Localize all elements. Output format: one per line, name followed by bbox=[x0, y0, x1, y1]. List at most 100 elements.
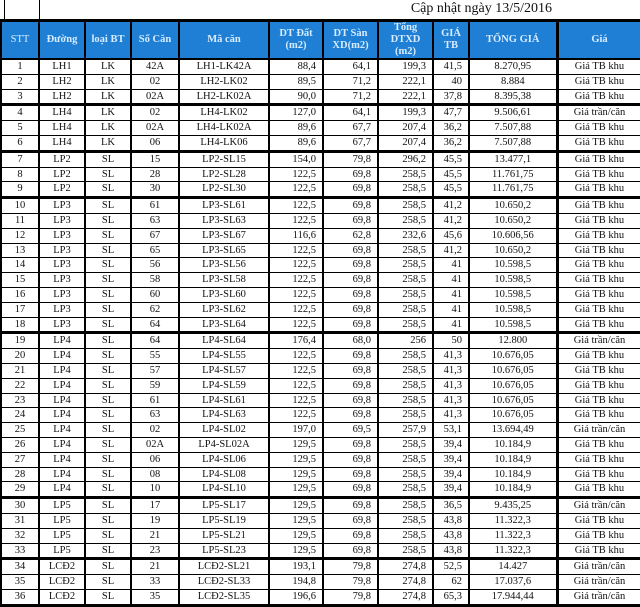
cell-loai-bt: SL bbox=[84, 181, 132, 199]
cell-gia-tb: 50 bbox=[432, 331, 470, 350]
cell-duong: LP3 bbox=[38, 242, 86, 259]
cell-gia: Giá TB khu bbox=[555, 272, 640, 288]
cell-gia: Giá TB khu bbox=[555, 542, 640, 560]
cell-dt-dat: 129,5 bbox=[268, 542, 324, 560]
cell-so-can: 02A bbox=[130, 120, 180, 136]
cell-ma-can: LP5-SL17 bbox=[178, 496, 270, 514]
cell-ma-can: LP3-SL64 bbox=[178, 316, 270, 334]
cell-so-can: 02 bbox=[130, 422, 180, 438]
cell-loai-bt: SL bbox=[84, 272, 132, 288]
cell-loai-bt: SL bbox=[84, 166, 132, 183]
cell-duong: LH4 bbox=[38, 103, 86, 122]
cell-so-can: 61 bbox=[130, 196, 180, 214]
cell-gia-tb: 36,2 bbox=[432, 134, 470, 152]
cell-dt-dat: 197,0 bbox=[268, 422, 324, 438]
cell-stt: 4 bbox=[0, 103, 40, 122]
column-header-tong-gia: TỔNG GIÁ bbox=[468, 19, 558, 60]
cell-gia-tb: 62 bbox=[432, 574, 470, 590]
cell-dt-san: 69,8 bbox=[322, 496, 379, 514]
cell-loai-bt: SL bbox=[84, 466, 132, 483]
cell-duong: LP3 bbox=[38, 212, 86, 229]
cell-so-can: 33 bbox=[130, 574, 180, 590]
cell-loai-bt: SL bbox=[84, 542, 132, 560]
cell-loai-bt: SL bbox=[84, 316, 132, 334]
cell-ma-can: LP4-SL57 bbox=[178, 362, 270, 379]
cell-stt: 32 bbox=[0, 527, 40, 544]
column-header-ma-can: Mã căn bbox=[178, 19, 270, 60]
cell-dt-dat: 88,4 bbox=[268, 58, 324, 75]
cell-ma-can: LP5-SL19 bbox=[178, 512, 270, 529]
cell-tong-dtxd: 274,8 bbox=[377, 557, 434, 576]
cell-tong-dtxd: 258,5 bbox=[377, 451, 434, 468]
table-row: 13 LP3 SL 65 LP3-SL65 122,5 69,8 258,5 41,2 10.65… bbox=[0, 242, 640, 259]
cell-ma-can: LP3-SL56 bbox=[178, 257, 270, 274]
cell-gia-tb: 41,3 bbox=[432, 348, 470, 364]
cell-gia: Giá TB khu bbox=[555, 227, 640, 244]
cell-gia-tb: 41,3 bbox=[432, 407, 470, 424]
cell-tong-dtxd: 258,5 bbox=[377, 196, 434, 214]
table-row: 35 LCĐ2 SL 33 LCĐ2-SL33 194,8 79,8 274,8 62 17.03… bbox=[0, 574, 640, 590]
cell-loai-bt: SL bbox=[84, 436, 132, 453]
cell-tong-gia: 11.322,3 bbox=[468, 527, 558, 544]
table-row: 8 LP2 SL 28 LP2-SL28 122,5 69,8 258,5 45,5 11.761… bbox=[0, 166, 640, 183]
cell-dt-san: 69,8 bbox=[322, 286, 379, 303]
cell-loai-bt: SL bbox=[84, 362, 132, 379]
cell-duong: LP5 bbox=[38, 512, 86, 529]
cell-duong: LP2 bbox=[38, 166, 86, 183]
cell-duong: LP2 bbox=[38, 181, 86, 199]
cell-tong-dtxd: 258,5 bbox=[377, 392, 434, 409]
cell-so-can: 21 bbox=[130, 557, 180, 576]
cell-dt-san: 69,8 bbox=[322, 242, 379, 259]
cell-tong-dtxd: 258,5 bbox=[377, 286, 434, 303]
cell-gia-tb: 43,8 bbox=[432, 527, 470, 544]
cell-tong-gia: 10.184,9 bbox=[468, 481, 558, 499]
cell-gia-tb: 36,2 bbox=[432, 120, 470, 136]
cell-gia-tb: 39,4 bbox=[432, 481, 470, 499]
header-row: STT Đường loại BT Số Căn Mã căn DT Đất (m2) DT… bbox=[0, 19, 640, 60]
cell-duong: LH1 bbox=[38, 58, 86, 75]
cell-dt-san: 69,8 bbox=[322, 362, 379, 379]
cell-stt: 35 bbox=[0, 574, 40, 590]
cell-gia: Giá TB khu bbox=[555, 348, 640, 364]
cell-so-can: 17 bbox=[130, 496, 180, 514]
cell-loai-bt: SL bbox=[84, 196, 132, 214]
table-body: 1 LH1 LK 42A LH1-LK42A 88,4 64,1 199,3 41,5 8.270… bbox=[0, 58, 640, 607]
cell-gia: Giá TB khu bbox=[555, 481, 640, 499]
cell-tong-dtxd: 199,3 bbox=[377, 103, 434, 122]
cell-ma-can: LP3-SL65 bbox=[178, 242, 270, 259]
title-row: Cập nhật ngày 13/5/2016 bbox=[4, 0, 640, 19]
cell-dt-san: 64,1 bbox=[322, 58, 379, 75]
cell-dt-san: 69,8 bbox=[322, 377, 379, 394]
cell-dt-dat: 127,0 bbox=[268, 103, 324, 122]
cell-tong-dtxd: 258,5 bbox=[377, 362, 434, 379]
cell-duong: LCĐ2 bbox=[38, 588, 86, 607]
cell-tong-gia: 14.427 bbox=[468, 557, 558, 576]
cell-dt-dat: 122,5 bbox=[268, 301, 324, 318]
cell-tong-gia: 10.184,9 bbox=[468, 436, 558, 453]
column-header-tong-dtxd: Tổng DTXD (m2) bbox=[377, 19, 434, 60]
column-header-gia-tb: GIÁ TB bbox=[432, 19, 470, 60]
cell-stt: 28 bbox=[0, 466, 40, 483]
cell-ma-can: LP3-SL61 bbox=[178, 196, 270, 214]
cell-dt-san: 69,8 bbox=[322, 166, 379, 183]
cell-dt-san: 79,8 bbox=[322, 574, 379, 590]
cell-so-can: 35 bbox=[130, 588, 180, 607]
cell-dt-dat: 122,5 bbox=[268, 348, 324, 364]
cell-dt-san: 64,1 bbox=[322, 103, 379, 122]
cell-gia-tb: 41,5 bbox=[432, 58, 470, 75]
cell-stt: 8 bbox=[0, 166, 40, 183]
divider bbox=[39, 0, 40, 19]
table-row: 15 LP3 SL 58 LP3-SL58 122,5 69,8 258,5 41 10.598,… bbox=[0, 272, 640, 288]
cell-dt-san: 69,8 bbox=[322, 272, 379, 288]
cell-loai-bt: SL bbox=[84, 227, 132, 244]
cell-dt-san: 68,0 bbox=[322, 331, 379, 350]
cell-loai-bt: LK bbox=[84, 134, 132, 152]
table-row: 27 LP4 SL 06 LP4-SL06 129,5 69,8 258,5 39,4 10.18… bbox=[0, 451, 640, 468]
cell-dt-dat: 122,5 bbox=[268, 407, 324, 424]
cell-stt: 20 bbox=[0, 348, 40, 364]
cell-tong-dtxd: 199,3 bbox=[377, 58, 434, 75]
cell-duong: LP4 bbox=[38, 362, 86, 379]
cell-stt: 33 bbox=[0, 542, 40, 560]
cell-duong: LP4 bbox=[38, 481, 86, 499]
cell-dt-dat: 194,8 bbox=[268, 574, 324, 590]
